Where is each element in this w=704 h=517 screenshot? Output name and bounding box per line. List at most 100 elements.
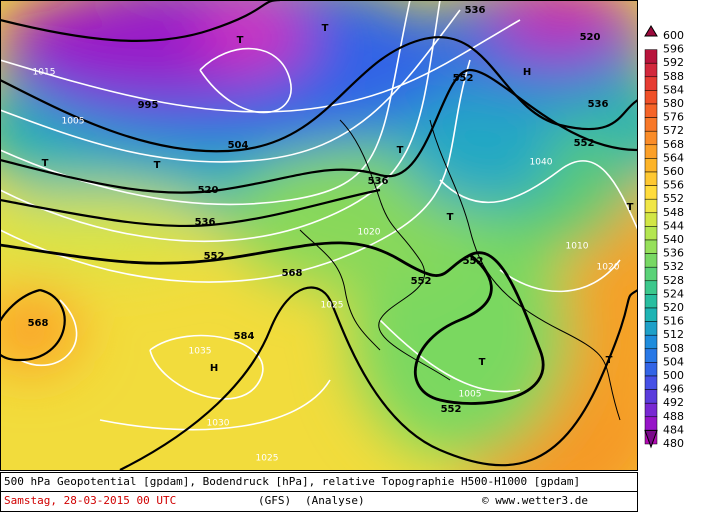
- map-area: 536 520 536 552 552 H T T T T 504 520 536 552 568 552 55…: [0, 0, 638, 470]
- contour-label: 520: [580, 32, 601, 43]
- contour-label: 552: [574, 138, 595, 149]
- scale-label: 500: [663, 369, 684, 382]
- contour-label: 552: [441, 404, 462, 415]
- contour-label: 1005: [459, 390, 482, 400]
- scale-label: 584: [663, 83, 684, 96]
- scale-swatch: [644, 307, 658, 322]
- contour-label: 1020: [597, 263, 620, 273]
- scale-swatch: [644, 226, 658, 241]
- contour-label: 1020: [358, 228, 381, 238]
- scale-swatch: [644, 321, 658, 336]
- pressure-isobars: [0, 0, 638, 431]
- contour-label: 1010: [566, 242, 589, 252]
- scale-label: 564: [663, 151, 684, 164]
- scale-label: 484: [663, 423, 684, 436]
- contour-label: 552: [204, 251, 225, 262]
- scale-label: 596: [663, 43, 684, 56]
- pressure-center-label: H: [523, 67, 531, 78]
- color-scale: 6005965925885845805765725685645605565525…: [644, 25, 684, 450]
- caption-title: 500 hPa Geopotential [gpdam], Bodendruck…: [4, 475, 580, 488]
- scale-swatch: [644, 239, 658, 254]
- pressure-center-label: T: [606, 355, 613, 366]
- scale-label: 528: [663, 274, 684, 287]
- scale-bottom-arrow: [644, 429, 658, 449]
- scale-label: 588: [663, 70, 684, 83]
- contour-label: 568: [28, 318, 49, 329]
- caption-date: Samstag, 28-03-2015 00 UTC: [4, 494, 176, 507]
- contour-label: 1015: [33, 68, 56, 78]
- scale-swatch: [644, 375, 658, 390]
- scale-swatch: [644, 198, 658, 214]
- scale-label: 516: [663, 315, 684, 328]
- contour-label: 995: [138, 100, 159, 111]
- scale-label: 552: [663, 192, 684, 205]
- scale-label: 480: [663, 437, 684, 450]
- pressure-center-label: T: [237, 35, 244, 46]
- scale-swatch: [644, 334, 658, 350]
- contour-label: 536: [368, 176, 389, 187]
- scale-label: 600: [663, 29, 684, 42]
- scale-label: 508: [663, 342, 684, 355]
- caption-source: © www.wetter3.de: [482, 494, 588, 507]
- scale-swatch: [644, 130, 658, 146]
- scale-swatch: [644, 158, 658, 173]
- pressure-center-label: T: [322, 23, 329, 34]
- geopotential-contours: [0, 0, 638, 470]
- contour-label: 536: [195, 217, 216, 228]
- scale-top-arrow: [644, 25, 658, 37]
- contour-label: 520: [198, 185, 219, 196]
- scale-swatch: [644, 253, 658, 268]
- contour-label: 504: [228, 140, 249, 151]
- contour-label: 568: [282, 268, 303, 279]
- scale-swatch: [644, 266, 658, 282]
- contour-label: 584: [234, 331, 255, 342]
- scale-swatch: [644, 49, 658, 64]
- scale-swatch: [644, 294, 658, 309]
- scale-label: 540: [663, 233, 684, 246]
- scale-swatch: [644, 362, 658, 377]
- scale-swatch: [644, 348, 658, 363]
- scale-swatch: [644, 280, 658, 295]
- scale-swatch: [644, 144, 658, 159]
- pressure-center-label: T: [154, 160, 161, 171]
- scale-swatch: [644, 62, 658, 78]
- coastlines: [299, 119, 621, 421]
- scale-label: 492: [663, 396, 684, 409]
- scale-swatch: [644, 171, 658, 186]
- pressure-center-label: T: [479, 357, 486, 368]
- scale-swatch: [644, 416, 658, 431]
- scale-label: 568: [663, 138, 684, 151]
- caption-model: (GFS): [258, 494, 291, 507]
- caption-run: (Analyse): [305, 494, 365, 507]
- scale-label: 524: [663, 287, 684, 300]
- scale-label: 512: [663, 328, 684, 341]
- contour-label: 536: [465, 5, 486, 16]
- contour-label: 536: [588, 99, 609, 110]
- scale-label: 504: [663, 355, 684, 368]
- scale-swatch: [644, 90, 658, 105]
- scale-swatch: [644, 76, 658, 91]
- contour-label: 552: [411, 276, 432, 287]
- scale-swatch: [644, 402, 658, 418]
- contour-label: 1005: [62, 117, 85, 127]
- scale-label: 488: [663, 410, 684, 423]
- contour-label: 1025: [321, 301, 344, 311]
- scale-swatch: [644, 185, 658, 200]
- scale-swatch: [644, 389, 658, 404]
- scale-label: 576: [663, 111, 684, 124]
- scale-label: 580: [663, 97, 684, 110]
- pressure-center-label: T: [627, 202, 634, 213]
- map-frame: [0, 0, 638, 471]
- scale-swatch: [644, 117, 658, 132]
- scale-label: 548: [663, 206, 684, 219]
- scale-label: 544: [663, 219, 684, 232]
- contour-label: 1040: [530, 158, 553, 168]
- scale-label: 532: [663, 260, 684, 273]
- scale-swatch: [644, 103, 658, 118]
- contour-label: 1025: [256, 454, 279, 464]
- scale-label: 572: [663, 124, 684, 137]
- scale-label: 536: [663, 247, 684, 260]
- scale-label: 520: [663, 301, 684, 314]
- pressure-center-label: T: [447, 212, 454, 223]
